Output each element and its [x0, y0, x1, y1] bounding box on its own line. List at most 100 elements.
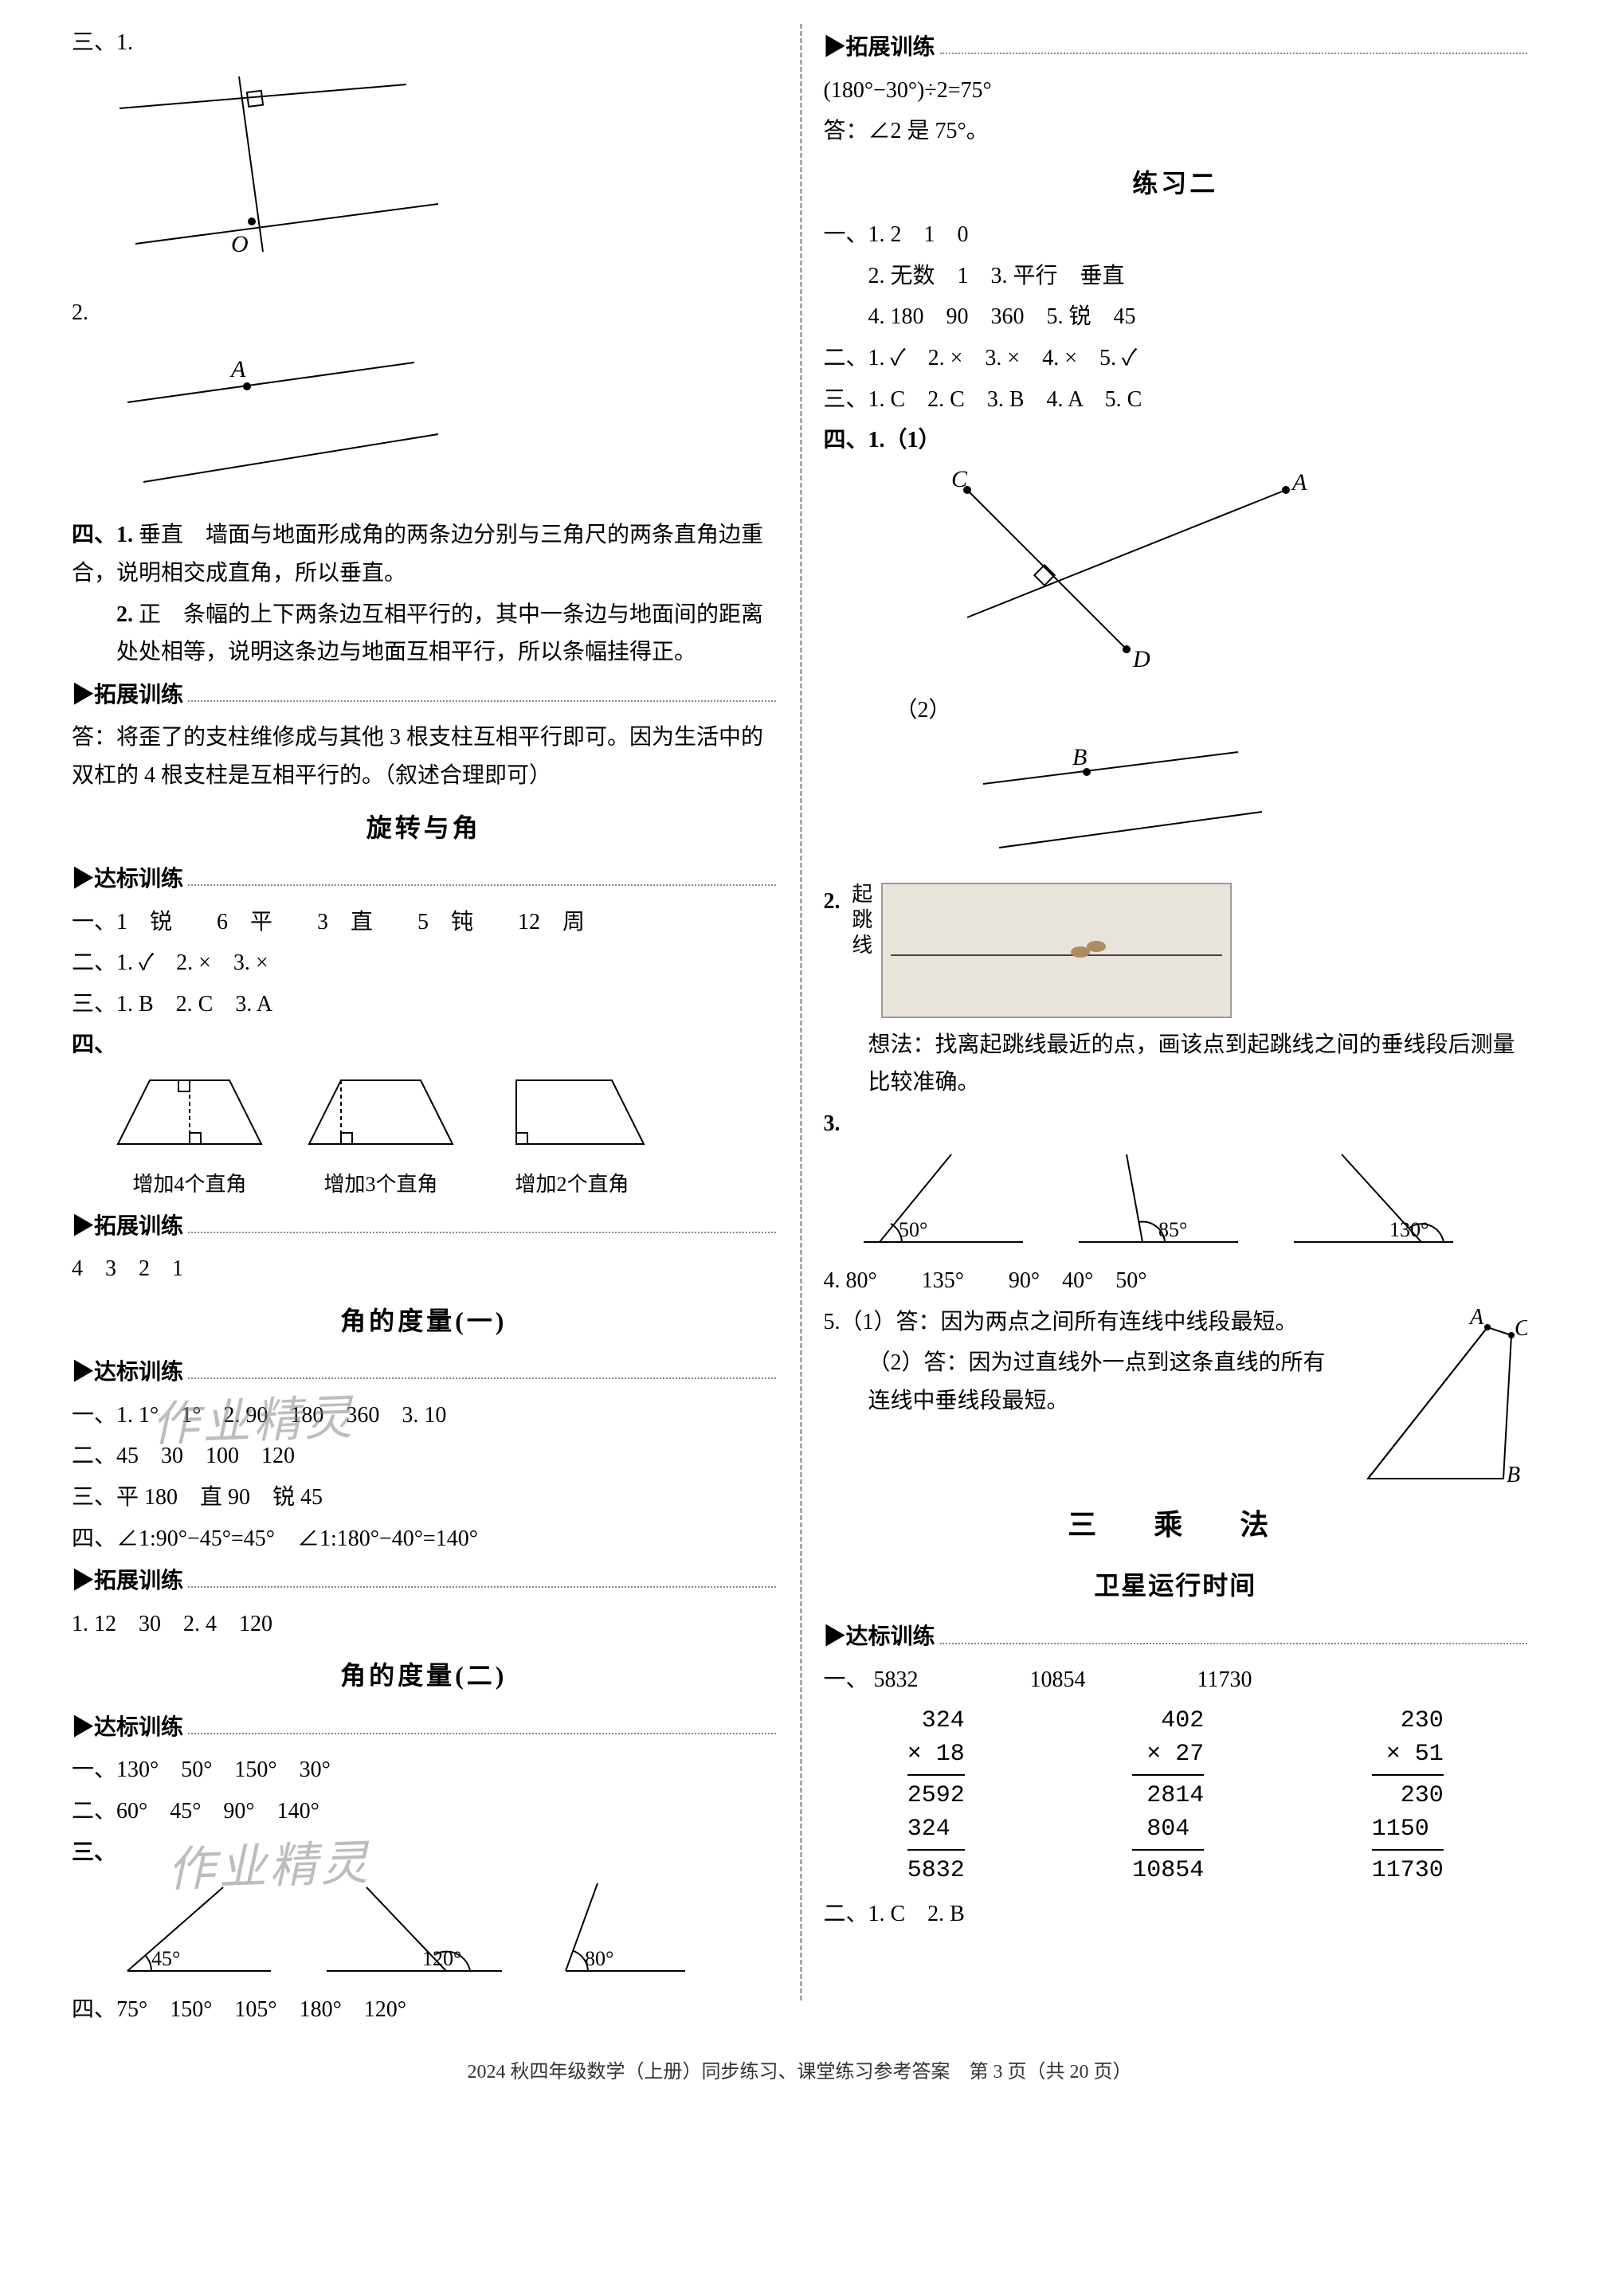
svg-text:85°: 85°: [1158, 1218, 1187, 1241]
r-l8-label: 3.: [824, 1105, 1528, 1143]
mult-2-b: × 27: [1132, 1738, 1204, 1771]
db1-head-row: ▶达标训练: [72, 860, 776, 899]
ext2-head: ▶拓展训练: [72, 1208, 183, 1246]
db2-4: 四、∠1:90°−45°=45° ∠1:180°−40°=140°: [72, 1520, 776, 1558]
mult-3-l2: 1150: [1372, 1812, 1444, 1846]
ext3-text: 1. 12 30 2. 4 120: [72, 1605, 776, 1644]
db3-4: 四、75° 150° 105° 180° 120°: [72, 1991, 776, 2029]
ext2-head-row: ▶拓展训练: [72, 1208, 776, 1246]
trap-2: 增加3个直角: [301, 1072, 460, 1203]
db1-3: 三、1. B 2. C 3. A: [72, 985, 776, 1024]
db3-head: ▶达标训练: [72, 1709, 183, 1747]
svg-text:B: B: [1507, 1463, 1520, 1487]
r-l10-2: （2）答：因为过直线外一点到这条直线的所有连线中垂线段最短。: [824, 1344, 1337, 1420]
db2-head-row: ▶达标训练: [72, 1354, 776, 1392]
point-A-label: A: [229, 356, 246, 382]
mult-1-a: 324: [907, 1704, 965, 1738]
db2-1: 一、1. 1° 1° 2. 90 180 360 3. 10: [72, 1397, 776, 1435]
r-mul-top: 一、 5832 10854 11730: [824, 1661, 1528, 1699]
mult-3-l1: 230: [1372, 1779, 1444, 1812]
page-footer: 2024 秋四年级数学（上册）同步练习、课堂练习参考答案 第 3 页（共 20 …: [48, 2056, 1551, 2089]
sec3-item2-label: 2.: [72, 294, 776, 332]
mult-2: 402 × 27 2814 804 10854: [1132, 1704, 1204, 1887]
mult-1-b: × 18: [907, 1738, 965, 1771]
r-ext-eq: (180°−30°)÷2=75°: [824, 72, 1528, 110]
svg-text:130°: 130°: [1389, 1218, 1429, 1241]
dotted-fill: [188, 1366, 775, 1380]
r-l6-2: （2）: [824, 692, 1528, 730]
r-l9: 4. 80° 135° 90° 40° 50°: [824, 1262, 1528, 1300]
db2-2: 二、45 30 100 120: [72, 1437, 776, 1475]
db2-3: 三、平 180 直 90 锐 45: [72, 1479, 776, 1517]
figure-CAD: C A D: [919, 466, 1528, 686]
r-l3: 4. 180 90 360 5. 锐 45: [824, 298, 1528, 336]
svg-text:C: C: [1515, 1316, 1527, 1341]
r-l7-text: 想法：找离起跳线最近的点，画该点到起跳线之间的垂线段后测量比较准确。: [824, 1026, 1528, 1102]
mult-3-r: 11730: [1372, 1854, 1444, 1887]
title-mul: 三 乘 法: [824, 1501, 1528, 1550]
ext3-head: ▶拓展训练: [72, 1562, 183, 1601]
angle-85: 85°: [1071, 1150, 1246, 1254]
r-l1: 一、1. 2 1 0: [824, 216, 1528, 254]
svg-text:45°: 45°: [151, 1947, 180, 1970]
sec4-1-label: 四、1.: [72, 523, 133, 547]
r-l6-label: 四、1.（1）: [824, 428, 941, 453]
r-l10-1: 5.（1）答：因为两点之间所有连线中线段最短。: [824, 1303, 1337, 1342]
mult-3-a: 230: [1372, 1704, 1444, 1738]
title-angle1: 角的度量(一): [72, 1299, 776, 1342]
db3-3-label: 三、: [72, 1834, 776, 1872]
r-l7-side: 起跳线: [848, 883, 873, 959]
mult-3: 230 × 51 230 1150 11730: [1372, 1704, 1444, 1887]
dotted-fill: [188, 872, 775, 886]
r-l5: 三、1. C 2. C 3. B 4. A 5. C: [824, 381, 1528, 419]
db2-head: ▶达标训练: [72, 1354, 183, 1392]
long-jump-photo: [881, 883, 1232, 1018]
r-ext-head-row: ▶拓展训练: [824, 29, 1528, 67]
trapezoid-row: 增加4个直角 增加3个直角 增加2个直角: [110, 1072, 776, 1203]
r-ext-head: ▶拓展训练: [824, 29, 935, 67]
trap-3: 增加2个直角: [492, 1072, 652, 1203]
dotted-fill: [188, 1220, 775, 1233]
angle-50: 50°: [856, 1150, 1031, 1254]
subtitle-mul: 卫星运行时间: [824, 1564, 1528, 1607]
mult-row: 324 × 18 2592 324 5832 402 × 27 2814 804…: [824, 1704, 1528, 1887]
svg-text:50°: 50°: [899, 1218, 927, 1241]
svg-text:80°: 80°: [585, 1947, 613, 1970]
db1-4-label: 四、: [72, 1026, 776, 1064]
sec4-2: 2. 正 条幅的上下两条边互相平行的，其中一条边与地面间的距离处处相等，说明这条…: [72, 596, 776, 672]
db1-head: ▶达标训练: [72, 860, 183, 899]
db3-1: 一、130° 50° 150° 30°: [72, 1751, 776, 1789]
ext1-head: ▶拓展训练: [72, 676, 183, 715]
mult-2-l2: 804: [1132, 1812, 1204, 1846]
angle-row-left: 45° 120° 80°: [104, 1879, 776, 1983]
title-rotate: 旋转与角: [72, 806, 776, 849]
point-O-label: O: [231, 231, 249, 257]
svg-text:A: A: [1468, 1305, 1484, 1330]
mult-3-b: × 51: [1372, 1738, 1444, 1771]
angle-130: 130°: [1286, 1150, 1461, 1254]
sec4-1: 四、1. 垂直 墙面与地面形成角的两条边分别与三角尺的两条直角边重合，说明相交成…: [72, 516, 776, 592]
svg-text:B: B: [1072, 744, 1087, 770]
figure-B-parallel: B: [951, 736, 1528, 876]
ext2-text: 4 3 2 1: [72, 1250, 776, 1288]
sec4-2-text: 正 条幅的上下两条边互相平行的，其中一条边与地面间的距离处处相等，说明这条边与地…: [116, 602, 763, 665]
svg-text:D: D: [1132, 646, 1150, 672]
r-db-head: ▶达标训练: [824, 1618, 935, 1656]
db1-2: 二、1. ✓ 2. × 3. ×: [72, 944, 776, 982]
r-last: 二、1. C 2. B: [824, 1895, 1528, 1934]
right-column: ▶拓展训练 (180°−30°)÷2=75° 答：∠2 是 75°。 练习二 一…: [800, 24, 1552, 2032]
mult-2-l1: 2814: [1132, 1779, 1204, 1812]
r-l7-label: 2.: [824, 883, 841, 921]
r-db-head-row: ▶达标训练: [824, 1618, 1528, 1656]
dotted-fill: [188, 688, 775, 702]
ext1-head-row: ▶拓展训练: [72, 676, 776, 715]
dotted-fill: [940, 41, 1527, 54]
column-divider: [800, 24, 802, 2000]
r-l2: 2. 无数 1 3. 平行 垂直: [824, 257, 1528, 296]
angle-row-right: 50° 85° 130°: [856, 1150, 1528, 1254]
angle-45: 45°: [104, 1879, 279, 1983]
sec4-1-text: 垂直 墙面与地面形成角的两条边分别与三角尺的两条直角边重合，说明相交成直角，所以…: [72, 523, 763, 586]
trap-2-caption: 增加3个直角: [301, 1167, 460, 1202]
mult-1-l2: 324: [907, 1812, 965, 1846]
db3-2: 二、60° 45° 90° 140°: [72, 1793, 776, 1831]
